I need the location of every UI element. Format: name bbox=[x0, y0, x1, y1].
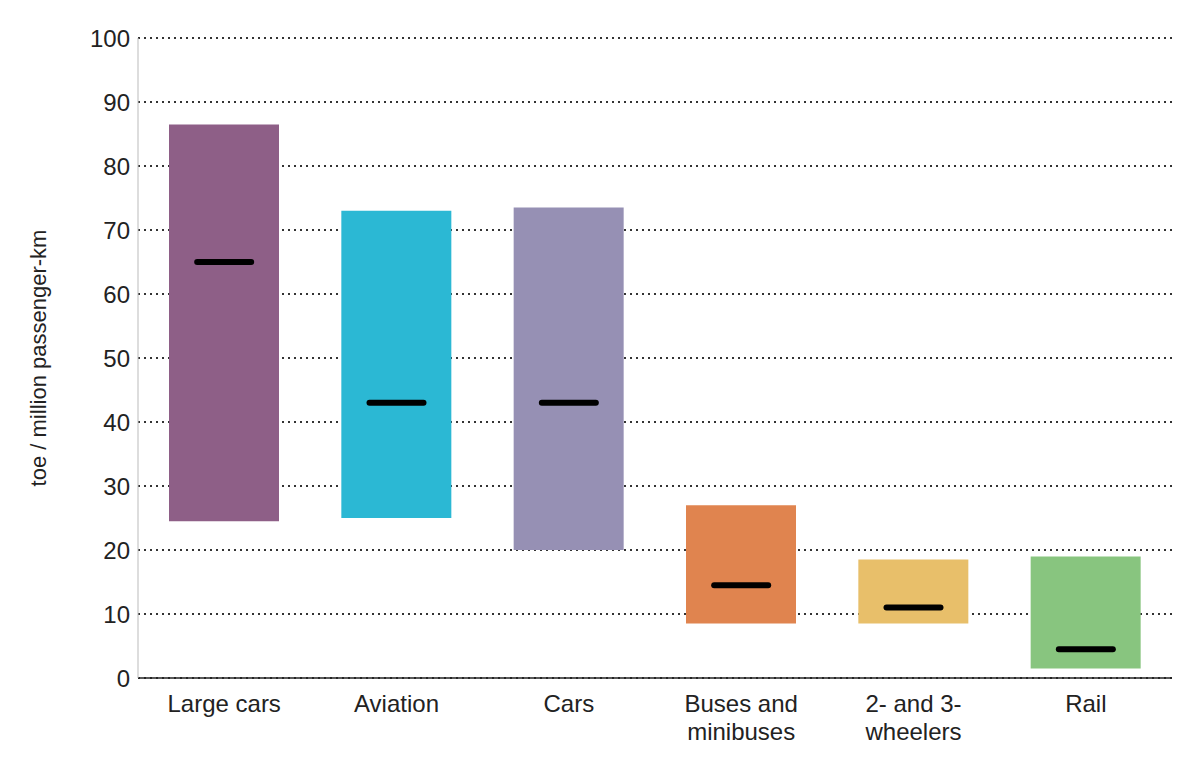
svg-text:10: 10 bbox=[103, 601, 130, 628]
svg-text:40: 40 bbox=[103, 409, 130, 436]
svg-text:80: 80 bbox=[103, 153, 130, 180]
svg-text:0: 0 bbox=[117, 665, 130, 692]
svg-text:100: 100 bbox=[90, 25, 130, 52]
svg-text:Large cars: Large cars bbox=[167, 690, 280, 717]
svg-text:60: 60 bbox=[103, 281, 130, 308]
svg-text:Aviation: Aviation bbox=[354, 690, 439, 717]
svg-text:70: 70 bbox=[103, 217, 130, 244]
svg-text:90: 90 bbox=[103, 89, 130, 116]
svg-text:30: 30 bbox=[103, 473, 130, 500]
svg-text:Rail: Rail bbox=[1065, 690, 1106, 717]
svg-text:2- and 3-wheelers: 2- and 3-wheelers bbox=[864, 690, 961, 745]
svg-text:50: 50 bbox=[103, 345, 130, 372]
svg-text:Buses andminibuses: Buses andminibuses bbox=[684, 690, 797, 745]
svg-text:Cars: Cars bbox=[543, 690, 594, 717]
svg-text:20: 20 bbox=[103, 537, 130, 564]
svg-text:toe / million passenger-km: toe / million passenger-km bbox=[26, 230, 51, 487]
